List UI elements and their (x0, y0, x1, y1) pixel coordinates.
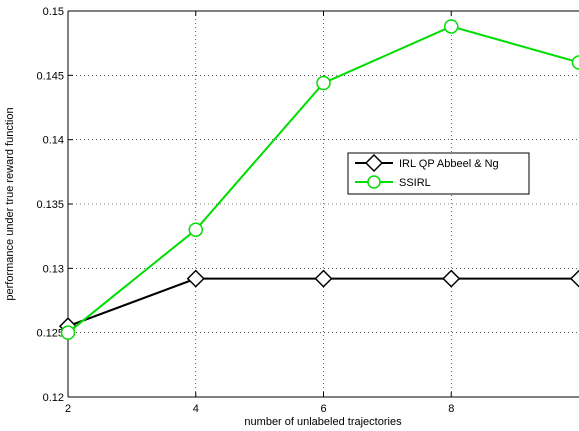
legend: IRL QP Abbeel & Ng SSIRL (347, 152, 530, 195)
data-point-ssirl (444, 19, 459, 34)
y-tick-label: 0.125 (36, 328, 64, 340)
y-tick-label: 0.13 (43, 263, 64, 275)
data-point-ssirl (571, 55, 579, 70)
legend-marker-irl (364, 153, 384, 173)
y-tick-label: 0.145 (36, 70, 64, 82)
data-point-irl (442, 269, 461, 288)
legend-label-ssirl: SSIRL (399, 177, 431, 189)
y-tick-label: 0.15 (43, 6, 64, 18)
series (58, 19, 579, 340)
x-ticks: 2 4 6 8 (65, 11, 454, 415)
x-tick-label: 8 (448, 403, 454, 415)
data-point-irl (314, 269, 333, 288)
data-point-irl (186, 269, 205, 288)
x-axis-label: number of unlabeled trajectories (244, 416, 402, 428)
y-tick-label: 0.135 (36, 199, 64, 211)
x-tick-label: 6 (320, 403, 326, 415)
data-point-ssirl (316, 75, 331, 91)
x-tick-label: 4 (193, 403, 199, 415)
data-point-irl (569, 269, 579, 288)
data-point-ssirl (60, 325, 76, 340)
y-tick-label: 0.12 (43, 392, 64, 404)
y-ticks: 0.12 0.125 0.13 0.135 0.14 0.145 0.15 (36, 6, 73, 404)
legend-marker-ssirl (367, 175, 381, 189)
legend-label-irl: IRL QP Abbeel & Ng (399, 158, 499, 170)
x-tick-label: 2 (65, 403, 71, 415)
grid (68, 11, 579, 397)
y-axis-label: performance under true reward function (4, 107, 16, 300)
y-tick-label: 0.14 (43, 135, 64, 147)
data-point-ssirl (188, 222, 203, 237)
